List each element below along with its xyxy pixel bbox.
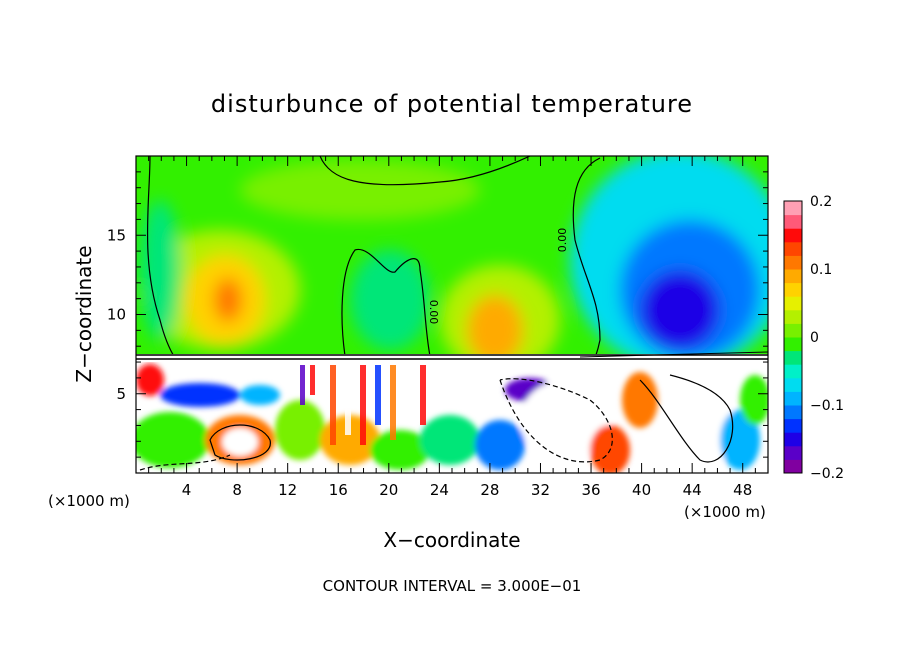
colorbar-segment [784,309,802,324]
y-axis-label: Z−coordinate [72,245,96,382]
wave-streak [360,365,366,445]
colorbar-frame [783,200,803,474]
field-patch [420,415,480,465]
colorbar-segment [784,323,802,338]
colorbar-tick-label: 0 [810,330,819,346]
colorbar-segment [784,241,802,256]
wave-streak [375,365,381,425]
contour-line [499,378,613,463]
wave-streak [310,365,315,395]
colorbar-tick-label: −0.2 [810,466,844,482]
colorbar-segment [784,350,802,365]
colorbar-segment [784,377,802,392]
x-tick-label: 24 [430,481,449,499]
field-patch [160,383,240,407]
x-axis-label: X−coordinate [383,528,520,552]
chart-title: disturbunce of potential temperature [211,90,693,118]
field-patch [136,412,210,468]
upper-field-patches [140,156,768,375]
contour-line [139,454,231,471]
field-patch [350,250,430,350]
colorbar-segment [784,255,802,270]
colorbar-tick-label: −0.1 [810,398,844,414]
field-patch [222,428,258,456]
colorbar-segment [784,269,802,284]
field-patch [622,372,658,428]
field-patch [240,160,480,220]
wave-streak [390,365,396,440]
field-patch [640,270,720,350]
x-tick-label: 36 [581,481,600,499]
x-tick-label: 32 [531,481,550,499]
field-patch [520,380,610,460]
contour-line [639,374,734,463]
y-tick-label: 10 [107,306,126,324]
colorbar-segment [784,418,802,433]
y-tick-label: 5 [116,385,126,403]
x-tick-label: 12 [278,481,297,499]
colorbar-tick-label: 0.2 [810,194,832,210]
field-patch [140,200,180,340]
contour-line [341,249,431,357]
colorbar-segment [784,214,802,229]
field-patch [214,278,242,322]
field-patch [240,385,280,405]
field-patch [275,400,325,460]
x-axis-ticks: 4 8 12 16 20 24 28 32 36 40 44 48 [148,156,756,499]
wave-streak [405,365,411,420]
colorbar-ticks: 0.2 0.1 0 −0.1 −0.2 [810,194,844,482]
wave-streak [300,365,305,405]
colorbar-segment [784,296,802,311]
x-tick-label: 4 [182,481,192,499]
field-patch [740,375,768,425]
wave-streaks [300,365,426,445]
contour-interval-note: CONTOUR INTERVAL = 3.000E−01 [323,577,582,595]
field-patch [665,390,735,470]
field-patch [136,364,164,396]
contour-lines [139,156,734,471]
colorbar-segment [784,228,802,243]
contour-line [572,157,601,359]
colorbar-segment [784,432,802,447]
x-tick-label: 44 [683,481,702,499]
contour-line [319,156,531,186]
x-tick-label: 8 [232,481,242,499]
x-tick-label: 16 [329,481,348,499]
y-tick-label: 15 [107,226,126,244]
field-patch [720,410,760,470]
x-tick-label: 20 [379,481,398,499]
x-unit-label-left: (×1000 m) [48,492,130,510]
colorbar-segment [784,364,802,379]
field-patch [370,430,430,470]
colorbar-segment [784,282,802,297]
colorbar-segment [784,391,802,406]
x-tick-label: 48 [733,481,752,499]
x-tick-label: 28 [480,481,499,499]
wave-streak [345,365,351,435]
colorbar-segment [784,405,802,420]
colorbar-segment [784,337,802,352]
lower-field-patches [136,364,768,473]
plot-area [136,156,768,473]
colorbar-segment [784,445,802,460]
y-axis-ticks: 5 10 15 [107,171,768,458]
contour-label: 0.00 [556,228,569,253]
x-unit-label-right: (×1000 m) [684,503,766,521]
field-patch [467,295,523,365]
boundary-band [136,354,768,362]
colorbar [784,201,802,474]
boundary-line [579,351,768,358]
colorbar-segment [784,201,802,216]
contour-line [146,156,176,359]
field-patch [475,420,525,470]
contour-label: 0.00 [427,300,440,325]
colorbar-segment [784,459,802,474]
colorbar-tick-label: 0.1 [810,262,832,278]
wave-streak [420,365,426,425]
contour-line [209,424,271,461]
x-tick-label: 40 [632,481,651,499]
wave-streak [330,365,336,445]
